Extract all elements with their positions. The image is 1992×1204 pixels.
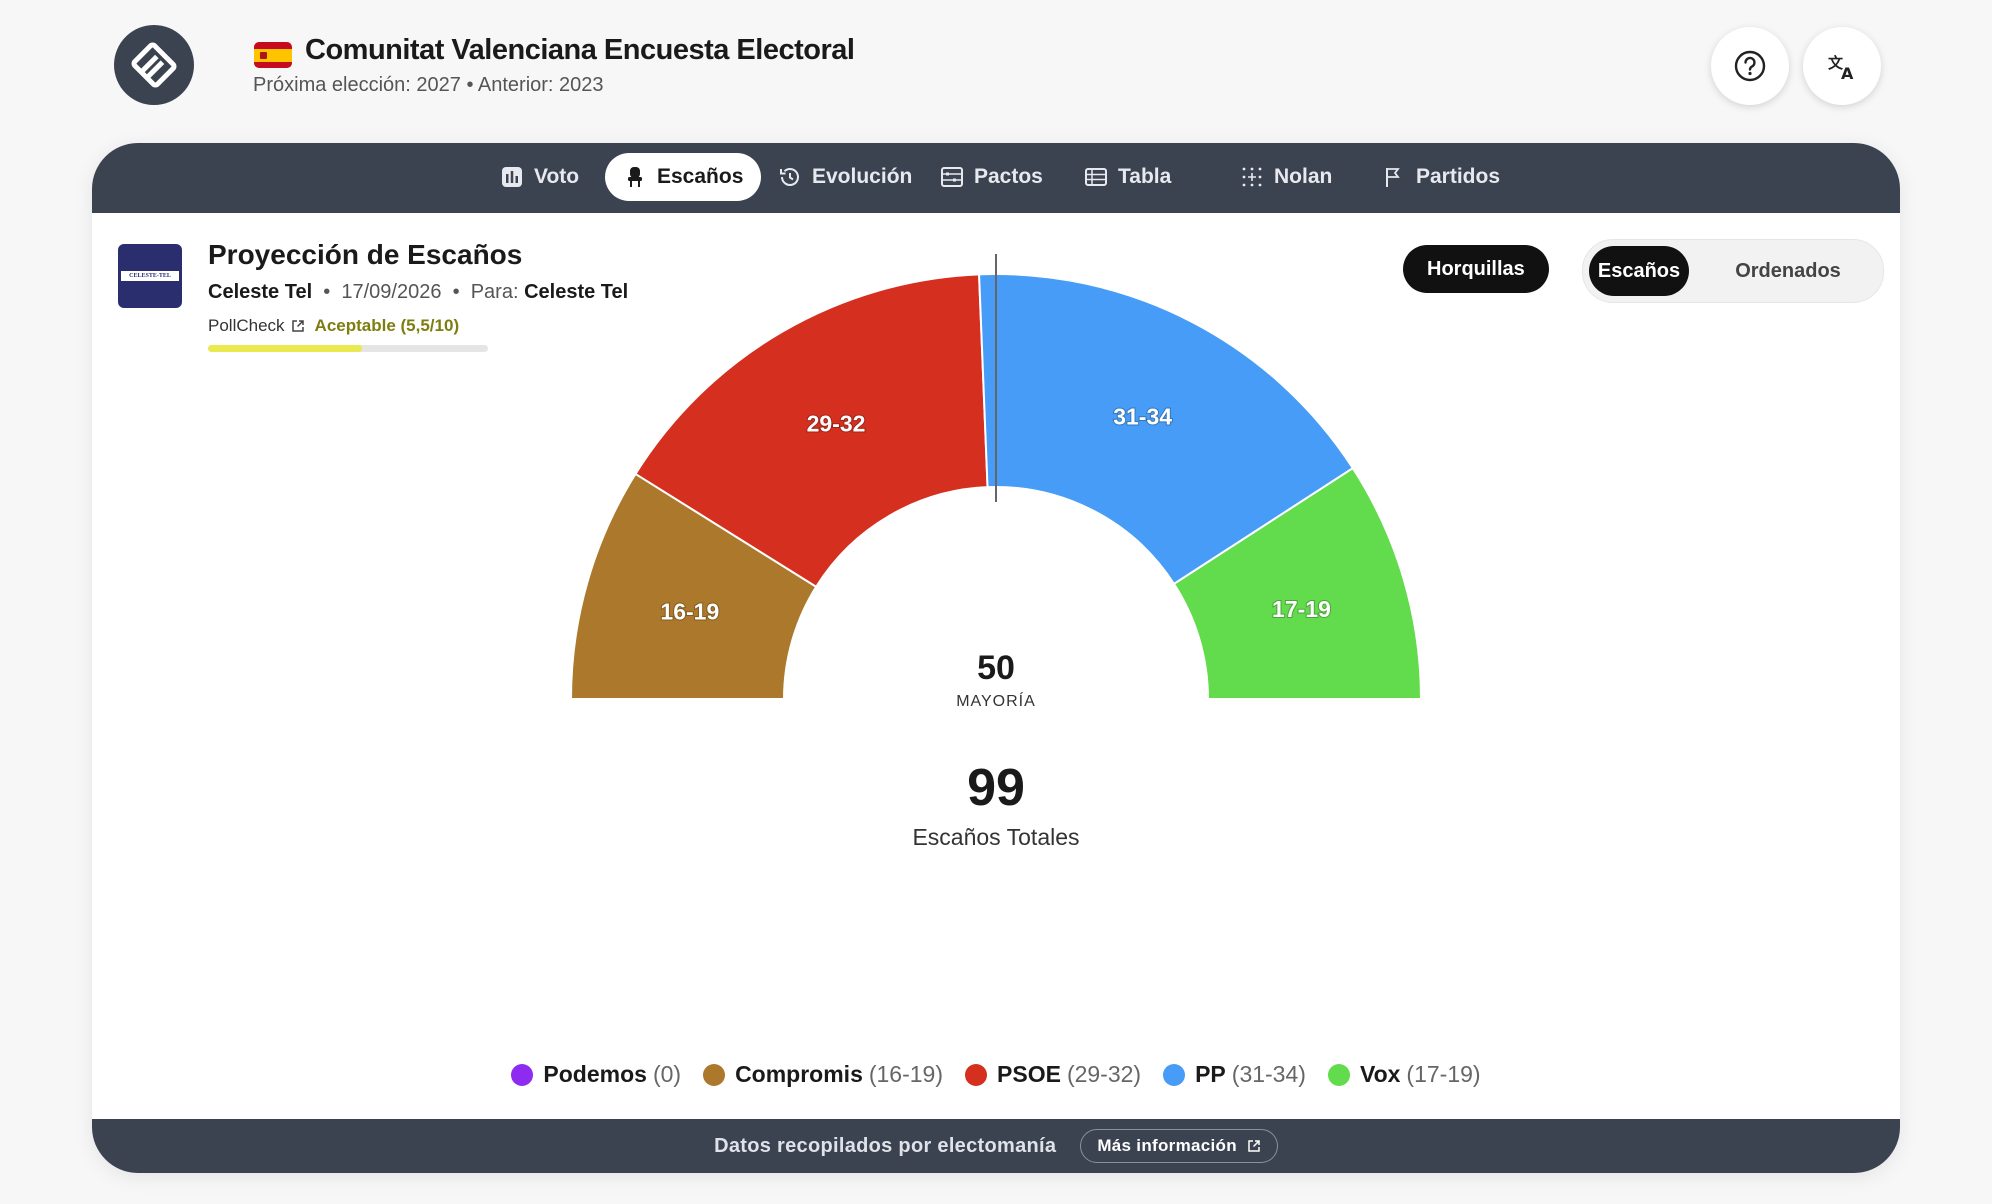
tab-pactos-label: Pactos: [974, 165, 1043, 188]
logo-icon: [131, 42, 177, 88]
pollcheck-link[interactable]: PollCheck: [208, 316, 305, 336]
pollster-name: Celeste Tel: [208, 281, 313, 303]
tab-tabla-label: Tabla: [1118, 165, 1172, 188]
tab-evolucion[interactable]: Evolución: [778, 153, 912, 201]
seat-arc-psoe[interactable]: [634, 273, 989, 589]
total-seats-label: Escaños Totales: [912, 824, 1079, 850]
rating-bar-fill: [208, 345, 362, 352]
legend-dot: [511, 1063, 534, 1086]
page-title: Comunitat Valenciana Encuesta Electoral: [305, 34, 855, 66]
for-label: Para:: [470, 281, 519, 303]
pollcheck-row: PollCheck Aceptable (5,5/10): [208, 316, 459, 336]
page-subtitle: Próxima elección: 2027 • Anterior: 2023: [253, 74, 604, 96]
tab-partidos[interactable]: Partidos: [1382, 153, 1500, 201]
tab-bar: Voto Escaños Evolución Pactos Tabla Nola…: [92, 143, 1900, 213]
seat-label-psoe: 29-32: [807, 411, 866, 437]
toggle-seats[interactable]: Escaños: [1589, 246, 1689, 296]
legend-name: Compromis: [735, 1061, 863, 1087]
legend-name: PSOE: [997, 1061, 1061, 1087]
abacus-icon: [941, 167, 963, 187]
rating-bar: [208, 345, 488, 352]
pollcheck-score: Aceptable (5,5/10): [314, 316, 460, 335]
seat-arc-pp[interactable]: [978, 273, 1355, 586]
site-logo[interactable]: [114, 25, 194, 105]
legend-item-compromis[interactable]: Compromis (16-19): [703, 1061, 943, 1088]
tab-evolucion-label: Evolución: [812, 165, 913, 188]
bar-chart-icon: [502, 167, 522, 187]
majority-label: MAYORÍA: [956, 691, 1036, 710]
legend-range: (0): [652, 1061, 682, 1087]
poll-date: 17/09/2026: [341, 281, 442, 303]
legend-name: Podemos: [543, 1061, 647, 1087]
external-link-icon: [1248, 1140, 1260, 1152]
tab-tabla[interactable]: Tabla: [1084, 153, 1171, 201]
view-toggle: Escaños Ordenados: [1582, 239, 1884, 303]
table-icon: [1085, 168, 1107, 186]
seat-label-compromis: 16-19: [660, 598, 719, 624]
footer: Datos recopilados por electomanía Más in…: [92, 1119, 1900, 1173]
legend-dot: [1163, 1063, 1186, 1086]
nolan-grid-icon: [1242, 167, 1262, 187]
legend-range: (29-32): [1066, 1061, 1142, 1087]
tab-voto[interactable]: Voto: [500, 153, 579, 201]
seats-chart: 16-19 29-32 31-34 17-19 50 MAYORÍA 99 Escaños T…: [569, 254, 1423, 850]
history-icon: [780, 168, 799, 186]
tab-nolan-label: Nolan: [1274, 165, 1333, 188]
section-title: Proyección de Escaños: [208, 239, 523, 270]
legend-dot: [965, 1063, 988, 1086]
legend-item-podemos[interactable]: Podemos (0): [511, 1061, 681, 1088]
pollster-logo-text: CELESTE-TEL: [121, 271, 179, 281]
total-seats-value: 99: [967, 759, 1025, 817]
tab-voto-label: Voto: [534, 165, 580, 188]
more-info-button[interactable]: Más información: [1080, 1129, 1278, 1163]
svg-text:A: A: [1841, 64, 1854, 83]
legend-item-vox[interactable]: Vox (17-19): [1327, 1061, 1481, 1088]
poll-meta: Celeste Tel • 17/09/2026 • Para: Celeste…: [208, 281, 629, 303]
legend: Podemos (0) Compromis (16-19) PSOE (29-32) PP(…: [92, 1061, 1900, 1088]
toggle-ordered[interactable]: Ordenados: [1735, 259, 1841, 282]
tab-pactos[interactable]: Pactos: [940, 153, 1043, 201]
translate-icon: 文 A: [1828, 54, 1854, 83]
legend-range: (16-19): [868, 1061, 944, 1087]
help-icon: [1734, 50, 1766, 82]
help-button[interactable]: [1711, 27, 1789, 105]
tab-escanos[interactable]: Escaños: [605, 153, 762, 201]
for-value: Celeste Tel: [524, 281, 629, 303]
ranges-button[interactable]: Horquillas: [1403, 245, 1549, 293]
legend-name: PP: [1195, 1061, 1226, 1087]
tab-escanos-label: Escaños: [657, 165, 744, 188]
legend-name: Vox: [1359, 1061, 1401, 1087]
seat-label-vox: 17-19: [1272, 596, 1331, 622]
legend-range: (31-34): [1231, 1061, 1306, 1087]
legend-item-pp[interactable]: PP (31-34): [1163, 1061, 1306, 1088]
more-info-label: Más información: [1097, 1136, 1237, 1155]
pollster-logo: CELESTE-TEL: [118, 244, 182, 308]
translate-button[interactable]: 文 A: [1803, 27, 1881, 105]
spain-flag-icon: [254, 42, 292, 68]
footer-credit: Datos recopilados por electomanía: [714, 1134, 1057, 1157]
svg-text:文: 文: [1828, 54, 1844, 72]
flag-icon: [1386, 168, 1400, 187]
seats-card: Voto Escaños Evolución Pactos Tabla Nola…: [92, 143, 1900, 1173]
legend-dot: [1327, 1063, 1350, 1086]
seat-icon: [628, 167, 642, 187]
seat-label-pp: 31-34: [1113, 403, 1172, 429]
majority-value: 50: [977, 649, 1015, 687]
seat-arc-vox[interactable]: [1172, 466, 1423, 700]
pollcheck-label: PollCheck: [208, 316, 285, 335]
tab-nolan[interactable]: Nolan: [1240, 153, 1332, 201]
legend-dot: [703, 1063, 726, 1086]
legend-item-psoe[interactable]: PSOE (29-32): [965, 1061, 1141, 1088]
legend-range: (17-19): [1406, 1061, 1481, 1087]
tab-partidos-label: Partidos: [1416, 165, 1501, 188]
external-link-icon: [291, 320, 304, 332]
